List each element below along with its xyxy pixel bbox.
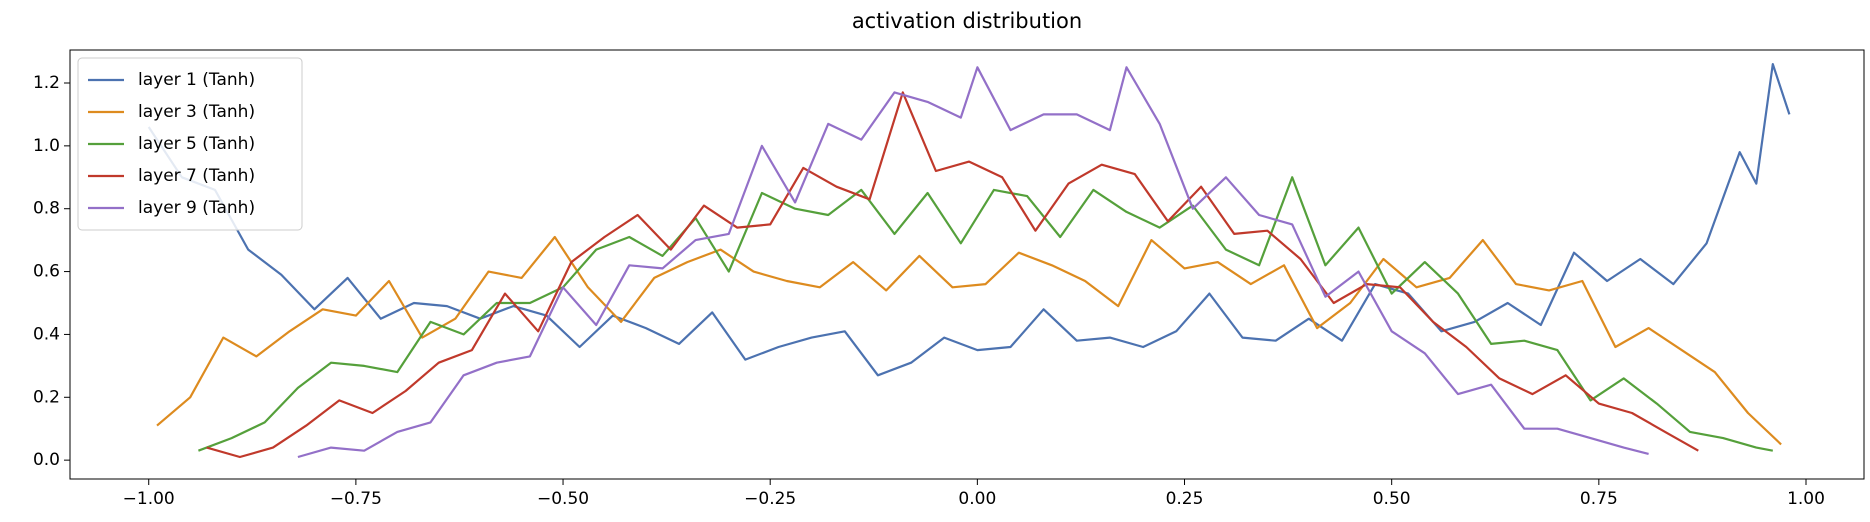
series-line: [206, 91, 1699, 459]
series-line: [156, 235, 1782, 446]
legend-label: layer 5 (Tanh): [138, 134, 255, 154]
x-tick-label: 1.00: [1787, 489, 1825, 509]
legend-label: layer 7 (Tanh): [138, 166, 255, 186]
x-tick-label: −0.75: [330, 489, 382, 509]
x-tick-label: −0.50: [537, 489, 589, 509]
series-line: [297, 66, 1649, 459]
legend-label: layer 9 (Tanh): [138, 198, 255, 218]
legend-label: layer 1 (Tanh): [138, 70, 255, 90]
x-tick-label: −0.25: [744, 489, 796, 509]
x-tick-label: 0.75: [1580, 489, 1618, 509]
y-tick-label: 1.0: [33, 136, 60, 156]
legend-box: [77, 57, 303, 231]
y-tick-label: 0.4: [33, 324, 60, 344]
series-line: [198, 176, 1774, 452]
y-tick-label: 0.8: [33, 199, 60, 219]
x-tick-label: 0.00: [958, 489, 996, 509]
y-tick-label: 0.2: [33, 387, 60, 407]
x-tick-label: 0.50: [1373, 489, 1411, 509]
plot-frame: [69, 49, 1865, 480]
chart-title: activation distribution: [852, 9, 1082, 33]
x-tick-label: −1.00: [123, 489, 175, 509]
series-line: [147, 62, 1791, 377]
y-tick-label: 0.0: [33, 450, 60, 470]
legend: layer 1 (Tanh) layer 3 (Tanh) layer 5 (Tan…: [77, 57, 303, 231]
y-tick-label: 1.2: [33, 73, 60, 93]
x-tick-label: 0.25: [1166, 489, 1204, 509]
legend-label: layer 3 (Tanh): [138, 102, 255, 122]
y-tick-label: 0.6: [33, 262, 60, 282]
